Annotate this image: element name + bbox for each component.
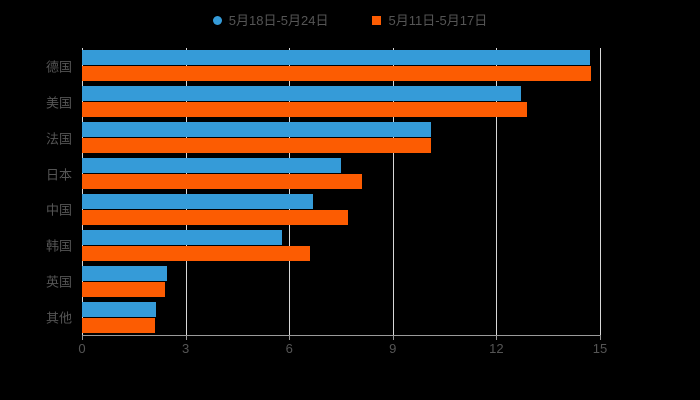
gridline-15 — [600, 48, 601, 335]
bar-group: 日本 — [46, 156, 600, 192]
bar-series-2[interactable] — [82, 66, 592, 82]
bar-group: 中国 — [46, 192, 600, 228]
legend-label-series-2: 5月11日-5月17日 — [388, 12, 488, 28]
bar-series-1[interactable] — [82, 265, 167, 281]
bar-series-2[interactable] — [82, 245, 310, 261]
bar-series-2[interactable] — [82, 281, 165, 297]
bar-series-1[interactable] — [82, 158, 341, 174]
legend-label-series-1: 5月18日-5月24日 — [228, 12, 329, 28]
legend-marker-square-icon — [372, 15, 382, 25]
gridline-0 — [82, 48, 83, 335]
y-axis-label: 日本 — [45, 167, 72, 183]
gridline-6 — [289, 48, 291, 335]
bar-group: 韩国 — [46, 227, 600, 263]
bar-series-2[interactable] — [82, 102, 528, 118]
x-tick-mark — [289, 335, 291, 340]
bar-series-1[interactable] — [82, 229, 283, 245]
x-tick-mark — [185, 335, 187, 340]
y-axis-label: 美国 — [45, 95, 72, 111]
y-axis-label: 德国 — [45, 59, 72, 75]
plot-area: 德国美国法国日本中国韩国英国其他 — [46, 48, 601, 335]
bar-series-2[interactable] — [82, 317, 155, 333]
gridline-9 — [392, 48, 394, 335]
bar-series-1[interactable] — [82, 122, 431, 138]
bar-series-1[interactable] — [82, 193, 314, 209]
legend-item-series-2[interactable]: 5月11日-5月17日 — [372, 14, 487, 27]
y-axis-label: 英国 — [45, 274, 72, 290]
x-tick-label: 0 — [78, 341, 86, 356]
bar-series-2[interactable] — [82, 209, 348, 225]
x-tick-mark — [600, 335, 601, 340]
bar-series-1[interactable] — [82, 86, 521, 102]
bar-series-2[interactable] — [82, 174, 362, 190]
x-tick-label: 15 — [592, 341, 608, 356]
bar-group: 德国 — [46, 48, 600, 84]
x-tick-label: 6 — [285, 341, 293, 356]
y-axis-label: 法国 — [45, 131, 72, 147]
legend-item-series-1[interactable]: 5月18日-5月24日 — [212, 12, 329, 28]
y-axis-label: 中国 — [45, 202, 72, 218]
x-tick-mark — [496, 335, 498, 340]
bar-rows: 德国美国法国日本中国韩国英国其他 — [46, 48, 600, 335]
bar-group: 英国 — [46, 263, 600, 299]
gridline-3 — [185, 48, 187, 335]
bar-group: 其他 — [46, 299, 600, 335]
bar-series-1[interactable] — [82, 50, 590, 66]
x-tick-mark — [392, 335, 394, 340]
gridline-12 — [496, 48, 498, 335]
legend-marker-circle-icon — [212, 15, 222, 25]
bar-series-2[interactable] — [82, 138, 431, 154]
x-tick-label: 3 — [181, 341, 190, 356]
bar-group: 美国 — [46, 84, 600, 120]
bar-series-1[interactable] — [82, 301, 157, 317]
bar-group: 法国 — [46, 120, 600, 156]
y-axis-label: 其他 — [45, 310, 72, 326]
x-tick-mark — [82, 335, 83, 340]
y-axis-label: 韩国 — [45, 238, 72, 254]
chart-legend: 5月18日-5月24日 5月11日-5月17日 — [0, 8, 700, 32]
x-tick-label: 12 — [489, 341, 504, 356]
x-axis-line — [82, 335, 601, 336]
x-tick-label: 9 — [389, 341, 397, 356]
